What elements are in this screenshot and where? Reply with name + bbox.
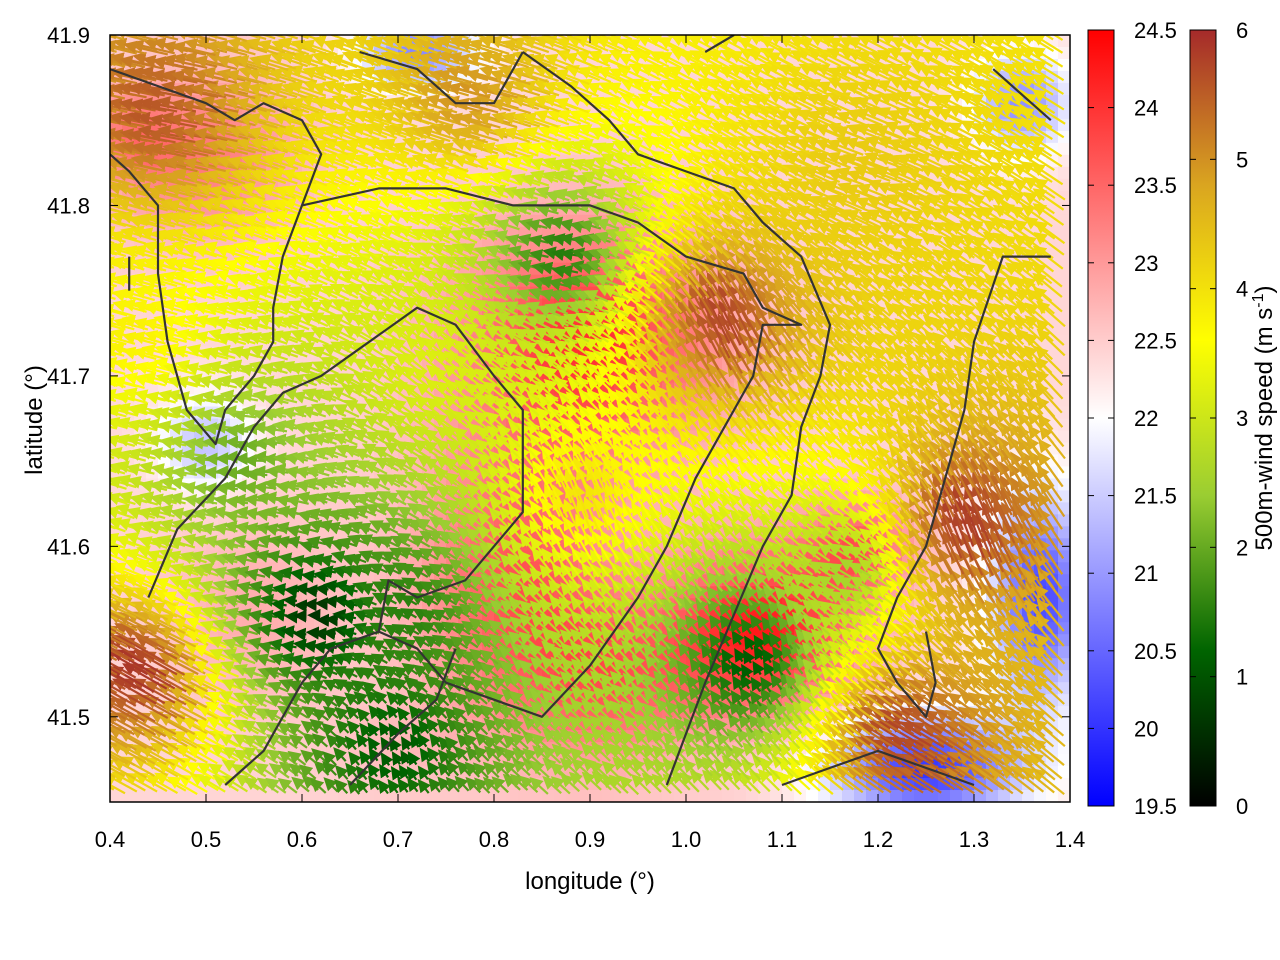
heatmap-cell	[1058, 382, 1070, 396]
heatmap-cell	[506, 610, 519, 623]
heatmap-cell	[1058, 478, 1070, 491]
heatmap-cell	[710, 670, 723, 683]
heatmap-cell	[1058, 142, 1070, 156]
heatmap-cell	[266, 574, 279, 587]
heatmap-cell	[290, 514, 303, 527]
heatmap-cell	[1058, 166, 1070, 180]
heatmap-cell	[302, 562, 315, 575]
heatmap-cell	[758, 574, 771, 587]
heatmap-cell	[326, 778, 339, 791]
heatmap-cell	[1058, 178, 1070, 192]
heatmap-cell	[350, 586, 363, 599]
heatmap-cell	[1058, 682, 1070, 695]
heatmap-cell	[710, 754, 723, 767]
heatmap-cell	[470, 754, 483, 767]
heatmap-cell	[590, 754, 603, 767]
heatmap-cell	[1058, 35, 1070, 48]
heatmap-cell	[290, 574, 303, 587]
heatmap-cell	[1058, 346, 1070, 360]
heatmap-cell	[218, 454, 231, 468]
heatmap-cell	[326, 562, 339, 575]
heatmap-cell	[218, 442, 231, 456]
heatmap-cell	[1058, 130, 1070, 144]
heatmap-cell	[962, 646, 975, 659]
heatmap-cell	[302, 646, 315, 659]
heatmap-cell	[1058, 58, 1070, 72]
heatmap-cell	[1058, 262, 1070, 276]
heatmap-cell	[482, 514, 495, 527]
heatmap-cell	[254, 430, 267, 444]
heatmap-cell	[350, 574, 363, 587]
heatmap-cell	[494, 478, 507, 491]
heatmap-cell	[1058, 598, 1070, 611]
heatmap-cell	[1058, 406, 1070, 420]
heatmap-cell	[278, 514, 291, 527]
heatmap-cell	[542, 226, 555, 240]
heatmap-cell	[770, 478, 783, 491]
heatmap-cell	[638, 346, 651, 360]
heatmap-cell	[326, 586, 339, 599]
heatmap-cell	[530, 226, 543, 240]
heatmap-cell	[314, 562, 327, 575]
heatmap-cell	[146, 382, 159, 396]
heatmap-cell	[1058, 358, 1070, 372]
heatmap-cell	[314, 634, 327, 647]
heatmap-cell	[506, 766, 519, 779]
heatmap-cell	[542, 730, 555, 743]
heatmap-cell	[1058, 46, 1070, 60]
heatmap-cell	[854, 346, 867, 360]
heatmap-cell	[338, 562, 351, 575]
heatmap-cell	[1046, 46, 1059, 60]
heatmap-cell	[590, 718, 603, 731]
heatmap-cell	[1058, 94, 1070, 108]
heatmap-cell	[1058, 82, 1070, 96]
heatmap-cell	[206, 406, 219, 420]
heatmap-cell	[518, 226, 531, 240]
heatmap-cell	[254, 514, 267, 527]
heatmap-cell	[290, 442, 303, 456]
heatmap-cell	[842, 334, 855, 348]
heatmap-cell	[530, 262, 543, 276]
heatmap-cell	[254, 562, 267, 575]
heatmap-cell	[530, 658, 543, 671]
heatmap-cell	[1058, 742, 1070, 755]
heatmap-cell	[326, 634, 339, 647]
heatmap-cell	[518, 766, 531, 779]
heatmap-cell	[1058, 646, 1070, 659]
heatmap-cell	[1058, 70, 1070, 84]
heatmap-cell	[638, 694, 651, 707]
heatmap-cell	[482, 610, 495, 623]
heatmap-cell	[1058, 106, 1070, 120]
heatmap-cell	[482, 718, 495, 731]
heatmap-cell	[1058, 214, 1070, 228]
heatmap-cell	[1058, 622, 1070, 635]
heatmap-cell	[1058, 202, 1070, 216]
heatmap-cell	[350, 694, 363, 707]
heatmap-cell	[350, 658, 363, 671]
heatmap-cell	[698, 490, 711, 503]
heatmap-cell	[362, 730, 375, 743]
heatmap-cell	[242, 478, 255, 491]
heatmap-cell	[266, 622, 279, 635]
heatmap-cell	[1058, 718, 1070, 731]
heatmap-cell	[590, 706, 603, 719]
heatmap-cell	[1058, 226, 1070, 240]
heatmap-cell	[1058, 286, 1070, 300]
heatmap-cell	[1058, 562, 1070, 575]
heatmap-cell	[326, 610, 339, 623]
heatmap-cell	[578, 262, 591, 276]
heatmap-cell	[1058, 526, 1070, 539]
